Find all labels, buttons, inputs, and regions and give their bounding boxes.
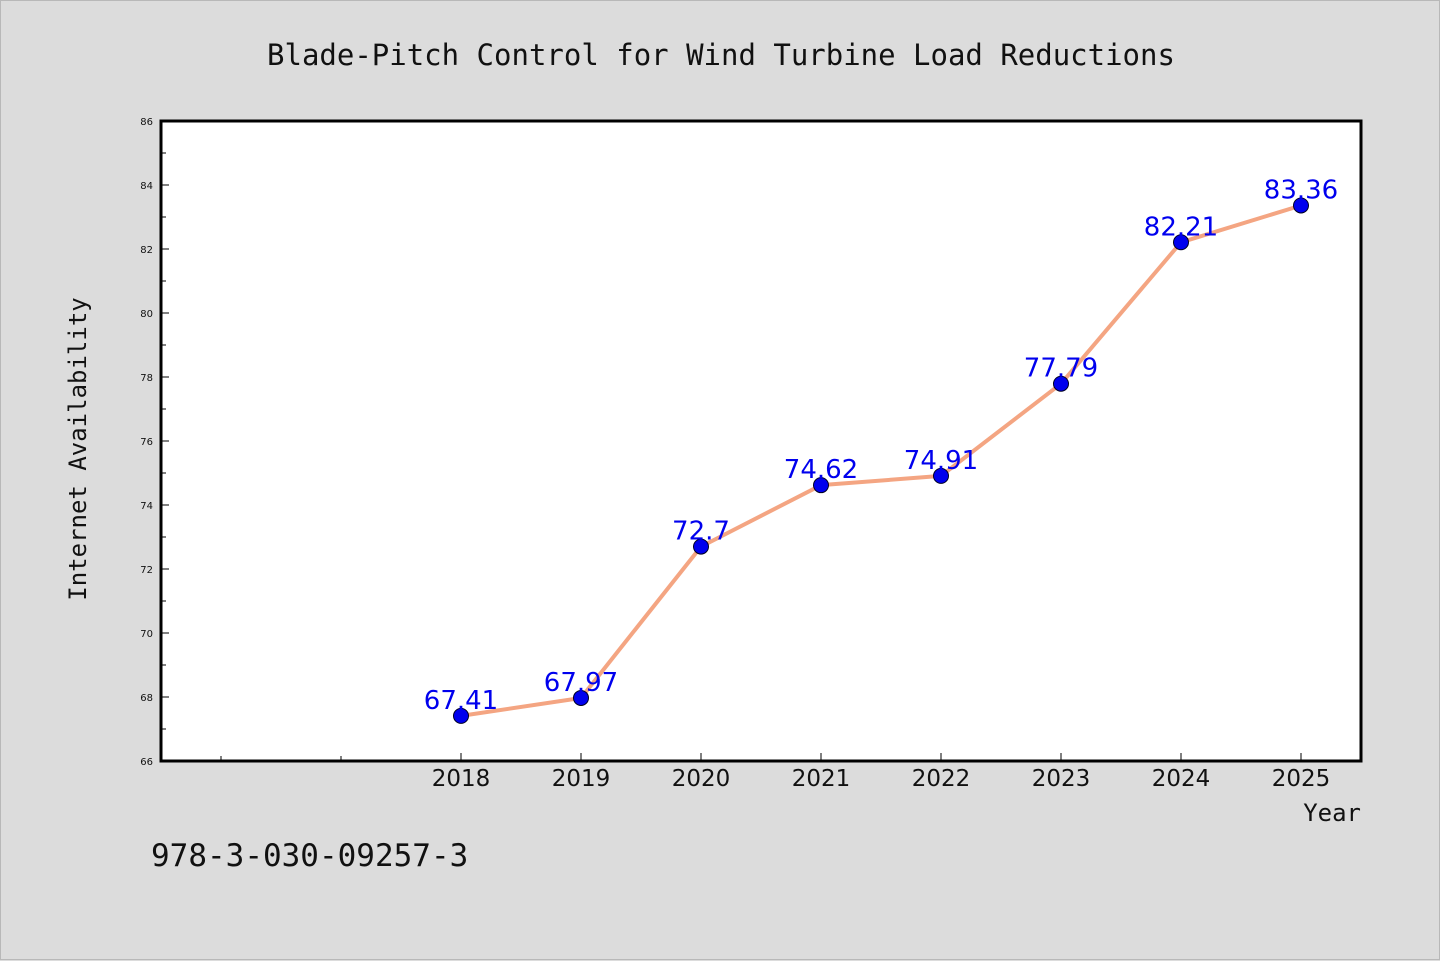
x-tick-label: 2020 bbox=[672, 766, 731, 792]
data-label: 67.97 bbox=[544, 668, 618, 698]
data-point bbox=[1173, 234, 1189, 251]
y-axis-title: Internet Availability bbox=[64, 297, 92, 600]
y-tick-label: 70 bbox=[140, 629, 153, 640]
y-tick-label: 66 bbox=[140, 757, 153, 768]
chart-title: Blade-Pitch Control for Wind Turbine Loa… bbox=[267, 38, 1175, 72]
x-tick-label: 2024 bbox=[1152, 766, 1211, 792]
y-tick-label: 74 bbox=[140, 501, 153, 512]
x-tick-label: 2018 bbox=[432, 766, 491, 792]
y-tick-label: 80 bbox=[140, 309, 153, 320]
data-point bbox=[1293, 197, 1309, 214]
x-tick-label: 2023 bbox=[1032, 766, 1091, 792]
data-label: 74.91 bbox=[904, 446, 978, 476]
y-axis: 66 68 70 72 74 76 78 80 82 84 86 bbox=[140, 117, 169, 768]
data-point bbox=[813, 477, 829, 494]
series-line bbox=[459, 203, 1303, 718]
x-axis: 2018 2019 2020 2021 2022 2023 2024 2025 bbox=[220, 753, 1331, 792]
y-tick-label: 76 bbox=[140, 437, 153, 448]
y-tick-label: 72 bbox=[140, 565, 153, 576]
x-axis-title: Year bbox=[1303, 799, 1361, 827]
x-tick-label: 2019 bbox=[552, 766, 611, 792]
data-point bbox=[933, 467, 949, 484]
y-tick-label: 78 bbox=[140, 373, 153, 384]
data-label: 74.62 bbox=[784, 455, 858, 485]
y-tick-label: 86 bbox=[140, 117, 153, 128]
y-tick-label: 82 bbox=[140, 245, 153, 256]
data-label: 83.36 bbox=[1264, 175, 1338, 205]
y-tick-label: 68 bbox=[140, 693, 153, 704]
y-tick-label: 84 bbox=[140, 181, 153, 192]
data-label: 77.79 bbox=[1024, 354, 1098, 384]
x-tick-label: 2025 bbox=[1272, 766, 1331, 792]
data-label: 82.21 bbox=[1144, 212, 1218, 242]
isbn-text: 978-3-030-09257-3 bbox=[151, 838, 468, 874]
x-tick-label: 2022 bbox=[912, 766, 971, 792]
data-label: 72.7 bbox=[672, 517, 730, 547]
x-tick-label: 2021 bbox=[792, 766, 851, 792]
data-labels: 67.41 67.97 72.7 74.62 74.91 77.79 82.21 83.36 bbox=[424, 175, 1338, 715]
data-point bbox=[1053, 375, 1069, 392]
data-label: 67.41 bbox=[424, 686, 498, 716]
data-series bbox=[453, 197, 1309, 724]
data-point bbox=[453, 707, 469, 724]
plot-area bbox=[159, 119, 1363, 763]
data-point bbox=[573, 689, 589, 706]
data-point bbox=[693, 538, 709, 555]
